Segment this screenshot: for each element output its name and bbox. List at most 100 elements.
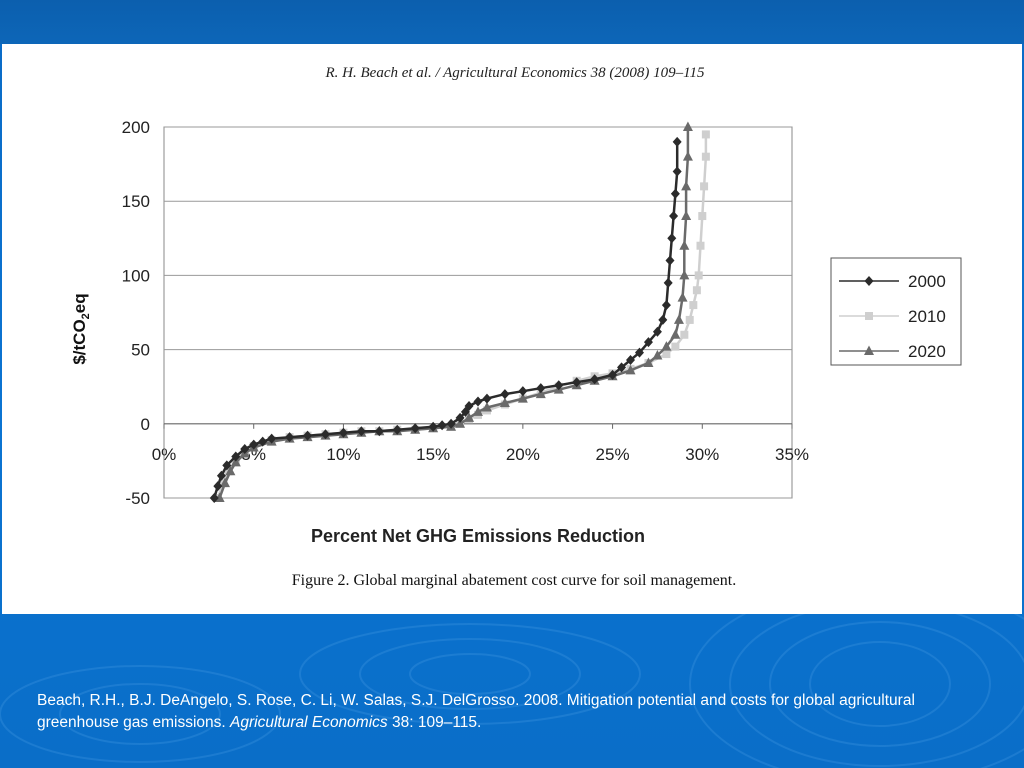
figure-caption: Figure 2. Global marginal abatement cost…: [292, 572, 736, 589]
legend-marker-2020: [864, 345, 874, 355]
citation: Beach, R.H., B.J. DeAngelo, S. Rose, C. …: [37, 690, 997, 734]
data-point-2020: [455, 418, 466, 428]
decorative-swirls: [0, 614, 1024, 768]
data-point-2020: [652, 350, 663, 360]
data-point-2000: [240, 444, 250, 455]
data-point-2020: [682, 121, 693, 131]
data-point-2000: [608, 369, 618, 380]
data-point-2020: [499, 397, 510, 408]
journal-header: R. H. Beach et al. / Agricultural Econom…: [325, 65, 705, 81]
data-point-2010: [662, 350, 671, 359]
data-point-2020: [681, 210, 692, 221]
data-point-2000: [590, 374, 600, 385]
data-point-2000: [213, 481, 223, 492]
data-point-2020: [473, 406, 483, 416]
data-point-2000: [374, 426, 384, 437]
data-point-2000: [665, 255, 675, 266]
data-point-2020: [230, 456, 241, 467]
x-tick-label: 30%: [685, 445, 719, 464]
data-point-2000: [392, 424, 402, 435]
data-point-2000: [672, 136, 682, 147]
data-point-2000: [285, 432, 295, 443]
data-point-2000: [634, 347, 644, 358]
data-point-2000: [667, 233, 677, 244]
data-point-2020: [679, 269, 690, 280]
data-point-2020: [670, 329, 681, 339]
data-point-2010: [701, 152, 710, 161]
data-point-2010: [685, 315, 694, 324]
data-point-2020: [464, 412, 475, 422]
data-point-2000: [222, 460, 232, 471]
data-point-2000: [518, 386, 528, 397]
data-point-2000: [663, 277, 673, 288]
data-point-2000: [464, 400, 474, 411]
y-tick-label: -50: [125, 489, 150, 508]
data-point-2020: [535, 388, 546, 399]
chart-figure: R. H. Beach et al. / Agricultural Econom…: [70, 65, 962, 589]
data-point-2010: [694, 271, 703, 280]
data-point-2000: [554, 380, 564, 391]
y-axis-label: $/tCO2eq: [70, 293, 92, 364]
data-point-2000: [661, 300, 671, 311]
data-point-2020: [661, 341, 672, 351]
data-point-2000: [652, 326, 662, 337]
data-point-2000: [617, 362, 627, 373]
data-point-2000: [446, 418, 456, 429]
data-point-2000: [258, 436, 268, 447]
data-point-2010: [700, 182, 709, 191]
x-tick-label: 25%: [596, 445, 630, 464]
citation-volume: 38: 109–115.: [387, 714, 482, 731]
data-point-2010: [689, 301, 698, 310]
data-point-2000: [303, 430, 313, 441]
data-point-2010: [696, 241, 705, 250]
x-tick-label: 10%: [326, 445, 360, 464]
data-point-2000: [320, 429, 330, 440]
figure-panel: R. H. Beach et al. / Agricultural Econom…: [2, 44, 1022, 614]
data-point-2020: [625, 364, 636, 375]
data-point-2000: [643, 337, 653, 348]
data-point-2000: [267, 433, 277, 444]
svg-text:$/tCO2eq: $/tCO2eq: [70, 293, 92, 364]
data-point-2000: [455, 412, 465, 423]
legend-label-2010: 2010: [908, 307, 946, 326]
series-line-2000: [213, 141, 679, 499]
data-point-2010: [671, 342, 680, 351]
data-point-2000: [356, 426, 366, 437]
x-tick-label: 35%: [775, 445, 809, 464]
data-point-2000: [410, 423, 420, 434]
x-tick-label: 0%: [152, 445, 177, 464]
series-2000: [209, 136, 682, 503]
data-point-2000: [216, 470, 226, 481]
data-point-2000: [209, 493, 219, 503]
citation-text: Beach, R.H., B.J. DeAngelo, S. Rose, C. …: [37, 692, 915, 731]
y-tick-label: 0: [141, 415, 150, 434]
data-point-2000: [572, 377, 582, 388]
data-point-2000: [670, 188, 680, 199]
data-point-2020: [517, 393, 528, 403]
data-point-2010: [680, 330, 689, 339]
legend-label-2020: 2020: [908, 342, 946, 361]
data-point-2020: [677, 292, 688, 302]
data-point-2000: [500, 389, 510, 400]
y-tick-label: 200: [122, 118, 150, 137]
y-axis-label-sub: 2: [80, 313, 92, 319]
citation-journal: Agricultural Economics: [230, 714, 388, 731]
data-point-2020: [220, 477, 231, 488]
data-point-2020: [681, 180, 692, 191]
data-point-2000: [428, 421, 438, 432]
y-tick-label: 50: [131, 341, 150, 360]
data-point-2000: [482, 393, 492, 404]
top-band: [0, 0, 1024, 44]
data-point-2000: [437, 420, 447, 431]
legend-marker-2010: [865, 312, 873, 320]
data-point-2000: [669, 211, 679, 222]
legend-label-2000: 2000: [908, 272, 946, 291]
data-point-2000: [249, 439, 259, 450]
data-point-2000: [658, 314, 668, 325]
y-tick-label: 100: [122, 266, 150, 285]
data-point-2000: [626, 354, 636, 365]
data-point-2000: [473, 396, 483, 407]
y-axis-label-main: $/tCO: [70, 319, 89, 364]
data-point-2020: [481, 401, 492, 412]
